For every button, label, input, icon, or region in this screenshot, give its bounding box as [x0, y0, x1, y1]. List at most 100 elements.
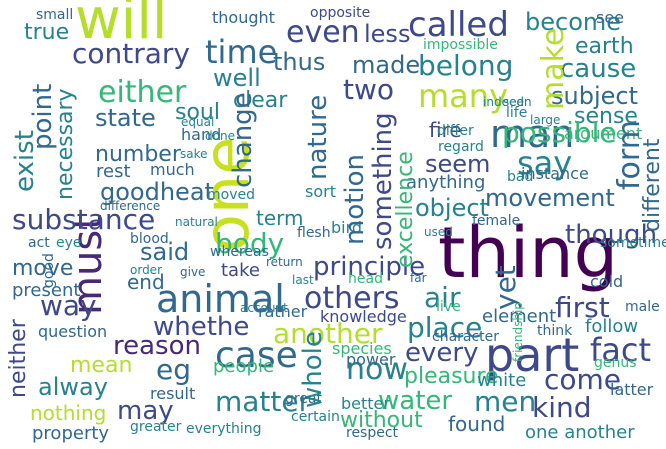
word-eg: eg: [156, 353, 191, 386]
word-bad: bad: [507, 169, 534, 185]
word-neither: neither: [6, 319, 31, 398]
word-cold: cold: [590, 272, 624, 291]
word-reason: reason: [113, 331, 201, 361]
word-nothing: nothing: [30, 401, 107, 425]
word-cause: cause: [560, 54, 637, 84]
word-thing: thing: [438, 212, 619, 294]
word-become: become: [525, 8, 622, 36]
word-water: water: [378, 386, 453, 416]
word-difference: difference: [100, 199, 161, 213]
word-many: many: [418, 77, 508, 115]
word-character: character: [432, 329, 500, 345]
word-account: account: [240, 301, 288, 315]
word-female: female: [472, 213, 521, 229]
word-thus: thus: [273, 48, 326, 76]
word-whole: whole: [298, 331, 328, 408]
word-think: think: [537, 323, 573, 339]
word-place: place: [407, 311, 483, 344]
word-sake: sake: [180, 147, 208, 161]
word-every: every: [405, 338, 479, 368]
word-impossible: impossible: [423, 37, 498, 53]
word-order: order: [130, 263, 162, 277]
word-necessary: necessary: [53, 88, 78, 200]
word-state: state: [95, 104, 156, 132]
word-moved: moved: [207, 187, 255, 203]
word-man: man: [490, 112, 575, 156]
word-one-another: one another: [525, 422, 635, 443]
word-motion: motion: [340, 153, 370, 245]
word-called: called: [408, 5, 509, 45]
word-body: body: [215, 227, 285, 260]
word-better: better: [341, 394, 390, 413]
word-equal: equal: [181, 115, 215, 129]
word-air: air: [424, 281, 461, 314]
word-eye: eye: [56, 235, 82, 251]
word-result: result: [150, 384, 196, 403]
word-see: see: [596, 8, 625, 27]
word-say: say: [517, 144, 573, 182]
word-principle: principle: [313, 252, 426, 282]
word-movement: movement: [485, 184, 615, 212]
word-white: white: [477, 370, 527, 391]
word-case: case: [215, 335, 298, 376]
word-time: time: [205, 33, 278, 71]
word-well: well: [213, 64, 261, 92]
word-different: different: [640, 138, 665, 232]
word-property: property: [32, 423, 110, 444]
word-fire: fire: [429, 118, 462, 142]
word-done: done: [205, 129, 235, 143]
word-greater: greater: [130, 419, 182, 435]
word-genus: genus: [594, 355, 637, 371]
word-excellence: excellence: [393, 151, 418, 268]
word-belong: belong: [418, 49, 514, 82]
word-instance: instance: [521, 164, 589, 183]
word-may: may: [117, 396, 174, 426]
word-sometime: sometime: [600, 235, 666, 251]
word-far: far: [410, 271, 427, 285]
word-life: life: [506, 105, 528, 121]
word-return: return: [266, 255, 303, 269]
word-seen: seen: [503, 95, 532, 109]
word-without: without: [340, 408, 423, 433]
word-soul: soul: [175, 100, 220, 125]
word-indeed: indeed: [483, 95, 524, 109]
word-possible: possible: [502, 116, 617, 149]
word-first: first: [555, 291, 610, 324]
word-number: number: [95, 142, 181, 167]
word-male: male: [625, 299, 660, 315]
word-now: now: [346, 352, 408, 387]
word-true: true: [24, 20, 70, 45]
word-subject: subject: [551, 82, 638, 110]
word-men: men: [474, 385, 537, 418]
word-object: object: [415, 194, 489, 222]
word-substance: substance: [12, 203, 156, 236]
word-take: take: [221, 260, 260, 281]
word-made: made: [352, 51, 421, 79]
word-another: another: [273, 317, 383, 350]
word-mean: mean: [70, 353, 133, 378]
word-last: last: [292, 273, 314, 287]
word-nature: nature: [303, 94, 333, 180]
word-others: others: [304, 281, 400, 316]
word-rather: rather: [258, 302, 308, 321]
word-found: found: [448, 412, 506, 436]
word-small: small: [36, 7, 74, 23]
word-either: either: [98, 75, 187, 110]
word-act: act: [28, 235, 50, 251]
word-whereas: whereas: [210, 244, 269, 260]
word-people: people: [213, 356, 275, 377]
word-hand: hand: [181, 125, 222, 144]
word-animal: animal: [156, 277, 285, 321]
word-follow: follow: [585, 316, 639, 337]
word-seem: seem: [425, 150, 491, 178]
word-though: though: [565, 220, 658, 250]
word-regard: regard: [438, 139, 484, 155]
word-term: term: [256, 206, 304, 230]
word-goodheat: goodheat: [100, 178, 214, 206]
word-way: way: [40, 289, 97, 322]
word-live: live: [436, 299, 461, 315]
word-large: large: [530, 113, 561, 127]
word-power: power: [346, 350, 396, 369]
word-argument: argument: [564, 124, 643, 143]
